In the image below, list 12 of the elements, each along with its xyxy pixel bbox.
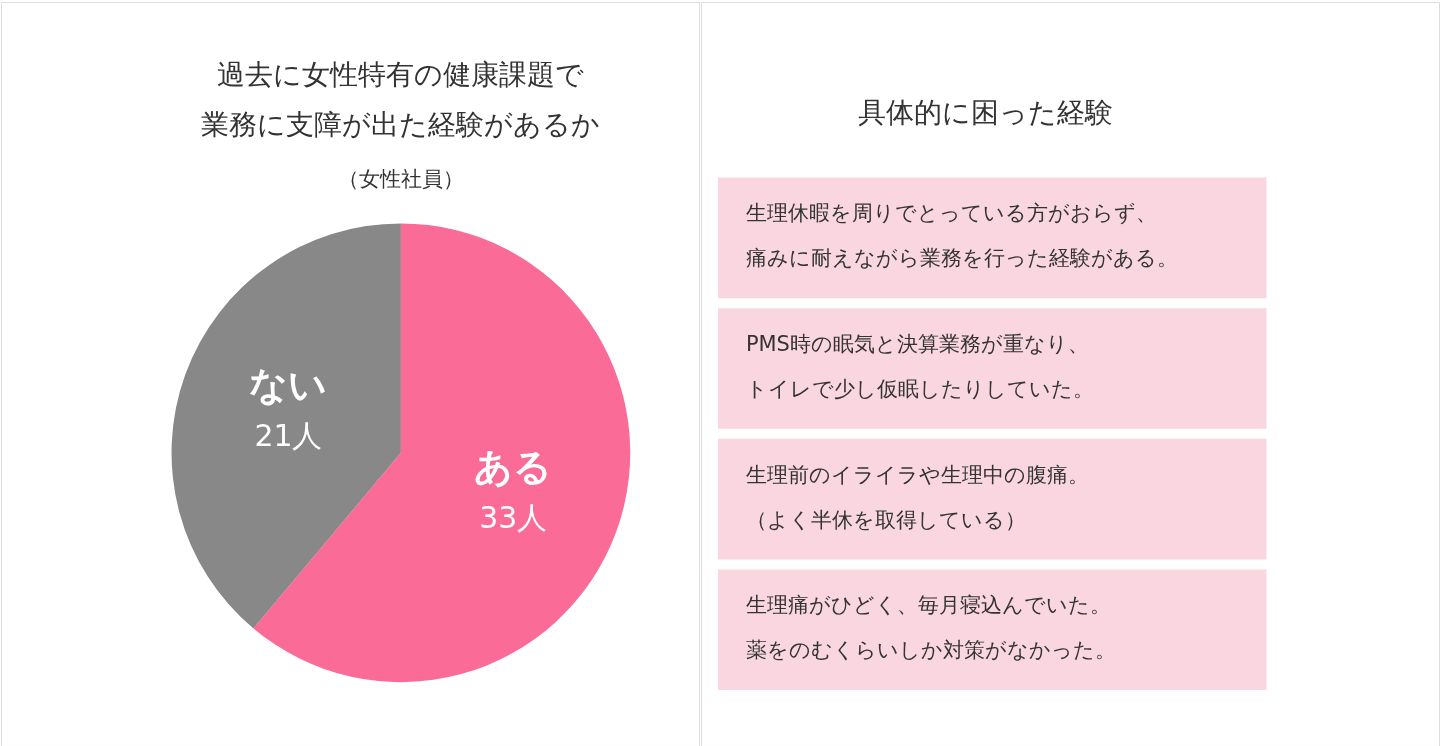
text: 生理休暇を周りでとっている方がおらず、痛みに耐えながら業務を行った経験がある。 bbox=[745, 201, 1178, 271]
slice-label: ある bbox=[474, 444, 553, 489]
data-label: 21人 bbox=[254, 417, 323, 453]
text: 生理痛がひどく、毎月寝込んでいた。薬をのむくらいしか対策がなかった。 bbox=[745, 593, 1116, 663]
text: 具体的に困った経験 bbox=[857, 95, 1113, 129]
pie-slice bbox=[171, 223, 401, 629]
chart-subtitle: （女性社員） bbox=[337, 166, 464, 191]
text: PMS時の眠気と決算業務が重なり、トイレで少し仮眠したりしていた。 bbox=[745, 332, 1094, 401]
text: 生理前のイライラや生理中の腹痛。（よく半休を取得している） bbox=[745, 462, 1089, 532]
data-label: 33人 bbox=[479, 499, 548, 535]
slice-label: ない bbox=[249, 362, 328, 407]
chart-title: 過去に女性特有の健康課題で業務に支障が出た経験があるか bbox=[201, 57, 601, 141]
